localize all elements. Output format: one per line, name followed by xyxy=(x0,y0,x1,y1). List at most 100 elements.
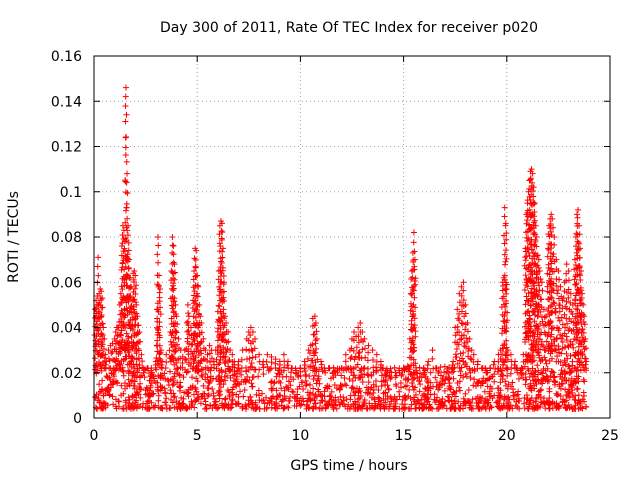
data-point xyxy=(530,184,537,191)
data-point xyxy=(553,256,560,263)
streak-point xyxy=(122,219,129,226)
background-point xyxy=(203,405,210,412)
streak-point xyxy=(576,263,583,270)
background-point xyxy=(299,379,306,386)
streak-point xyxy=(92,337,99,344)
background-point xyxy=(120,390,127,397)
data-point xyxy=(117,290,124,297)
background-point xyxy=(168,396,175,403)
background-point xyxy=(330,404,337,411)
streak-point xyxy=(522,301,529,308)
streak-point xyxy=(123,272,130,279)
streak-point xyxy=(218,236,225,243)
background-point xyxy=(382,390,389,397)
background-point xyxy=(443,405,450,412)
background-point xyxy=(274,370,281,377)
background-point xyxy=(402,376,409,383)
streak-point xyxy=(522,254,529,261)
streak-point xyxy=(530,377,537,384)
background-point xyxy=(352,374,359,381)
background-point xyxy=(383,403,390,410)
data-point xyxy=(118,243,125,250)
data-point xyxy=(169,234,176,240)
background-point xyxy=(514,404,521,411)
streak-point xyxy=(123,111,130,118)
streak-point xyxy=(364,365,371,372)
streak-point xyxy=(504,317,511,324)
background-point xyxy=(240,378,247,385)
background-point xyxy=(154,386,161,393)
data-point xyxy=(225,329,232,336)
data-point xyxy=(173,313,180,320)
streak-point xyxy=(554,353,561,360)
streak-point xyxy=(171,276,178,283)
y-tick-label: 0.12 xyxy=(51,140,82,156)
data-point xyxy=(429,347,436,354)
data-point xyxy=(223,319,230,326)
data-point xyxy=(567,290,574,297)
data-point xyxy=(92,306,99,313)
streak-point xyxy=(133,282,140,289)
streak-point xyxy=(221,373,228,380)
background-point xyxy=(557,385,564,392)
background-point xyxy=(311,372,318,379)
streak-point xyxy=(219,354,226,361)
background-point xyxy=(439,377,446,384)
background-point xyxy=(398,372,405,379)
streak-point xyxy=(490,361,497,368)
streak-point xyxy=(535,264,542,271)
streak-point xyxy=(453,353,460,360)
background-point xyxy=(422,393,429,400)
background-point xyxy=(466,404,473,411)
background-point xyxy=(540,398,547,405)
background-point xyxy=(179,405,186,412)
streak-point xyxy=(486,365,493,372)
background-point xyxy=(200,382,207,389)
streak-point xyxy=(216,303,223,310)
streak-point xyxy=(154,251,161,258)
streak-point xyxy=(226,366,233,373)
streak-point xyxy=(127,292,134,299)
streak-point xyxy=(193,363,200,370)
y-tick-label: 0.14 xyxy=(51,94,82,110)
background-point xyxy=(160,375,167,382)
background-point xyxy=(475,379,482,386)
background-point xyxy=(192,386,199,393)
background-point xyxy=(497,373,504,380)
streak-point xyxy=(123,179,130,186)
streak-point xyxy=(252,354,259,361)
background-point xyxy=(125,400,132,407)
background-point xyxy=(277,379,284,386)
background-point xyxy=(496,400,503,407)
background-point xyxy=(141,374,148,381)
background-point xyxy=(503,400,510,407)
streak-point xyxy=(467,355,474,362)
streak-point xyxy=(545,378,552,385)
streak-point xyxy=(218,258,225,265)
background-point xyxy=(407,405,414,412)
data-point xyxy=(124,170,131,177)
background-point xyxy=(272,405,279,412)
background-point xyxy=(120,368,127,375)
background-point xyxy=(441,402,448,409)
background-point xyxy=(281,404,288,411)
streak-point xyxy=(119,232,126,239)
streak-point xyxy=(458,308,465,315)
streak-point xyxy=(155,242,162,249)
streak-point xyxy=(578,287,585,294)
streak-point xyxy=(552,309,559,316)
background-point xyxy=(224,387,231,394)
background-point xyxy=(356,403,363,410)
streak-point xyxy=(174,365,181,372)
background-point xyxy=(412,391,419,398)
streak-point xyxy=(171,295,178,302)
background-point xyxy=(521,394,528,401)
streak-point xyxy=(135,347,142,354)
streak-point xyxy=(465,348,472,355)
streak-point xyxy=(360,338,367,345)
streak-point xyxy=(528,295,535,302)
streak-point xyxy=(459,320,466,327)
streak-point xyxy=(411,315,418,322)
data-point xyxy=(582,335,589,342)
streak-point xyxy=(522,257,529,264)
